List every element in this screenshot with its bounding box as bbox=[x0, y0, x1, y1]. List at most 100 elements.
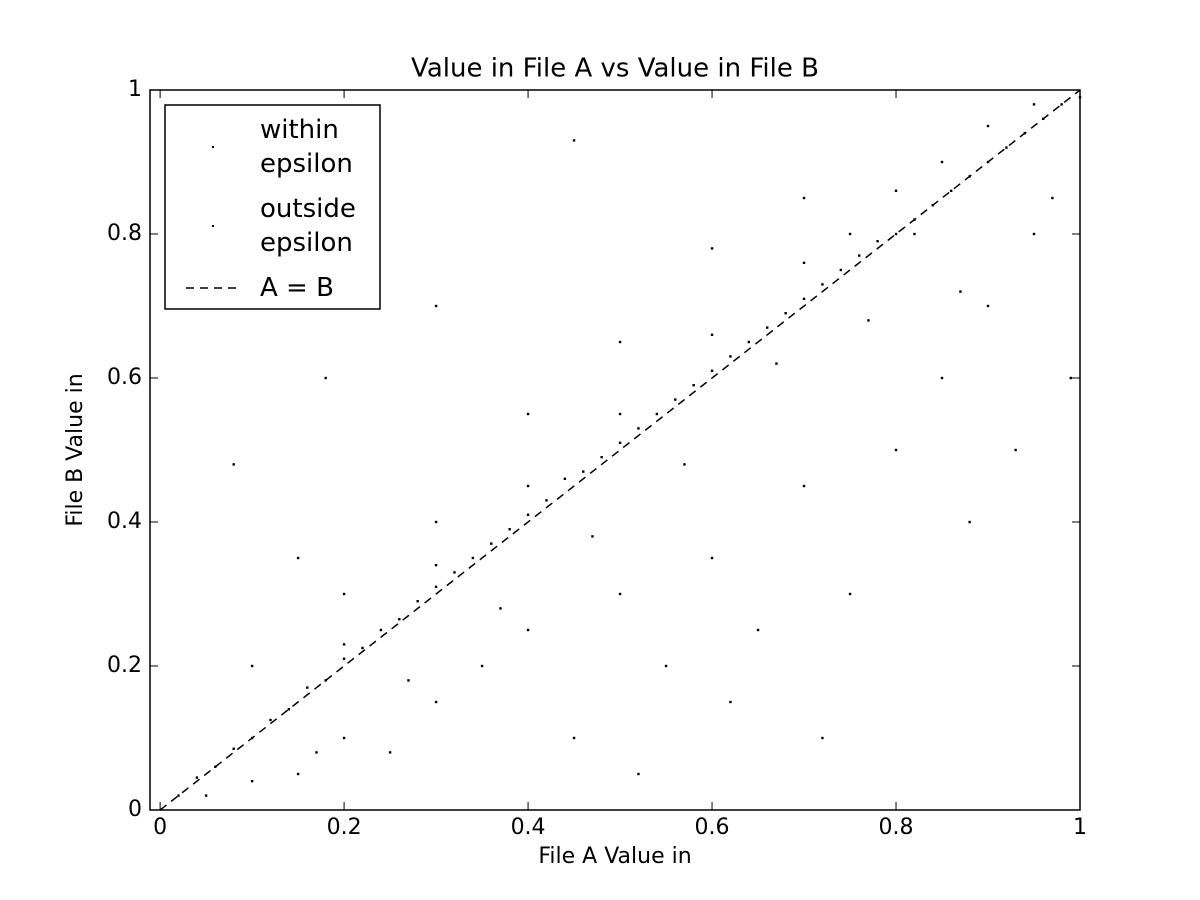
point bbox=[674, 398, 677, 401]
point bbox=[471, 556, 475, 560]
point bbox=[453, 571, 456, 574]
point bbox=[950, 189, 953, 192]
point bbox=[894, 448, 898, 452]
point bbox=[545, 499, 548, 502]
point bbox=[315, 751, 318, 754]
point bbox=[655, 412, 659, 416]
point bbox=[232, 747, 235, 750]
point bbox=[416, 600, 419, 603]
point bbox=[499, 607, 502, 610]
point bbox=[1014, 448, 1017, 452]
point bbox=[821, 736, 824, 740]
point bbox=[1005, 146, 1008, 149]
point bbox=[526, 412, 530, 416]
point bbox=[766, 326, 769, 329]
x-tick-label: 0 bbox=[153, 815, 167, 840]
point bbox=[269, 718, 272, 722]
y-tick-label: 0.2 bbox=[107, 653, 142, 678]
point bbox=[287, 708, 291, 711]
point bbox=[821, 283, 824, 286]
point bbox=[324, 376, 327, 380]
plot-frame bbox=[149, 89, 1081, 811]
y-tick-label: 0 bbox=[128, 797, 142, 822]
point bbox=[913, 232, 916, 236]
point bbox=[867, 319, 870, 322]
point bbox=[342, 643, 346, 646]
point bbox=[729, 700, 732, 704]
point bbox=[894, 232, 898, 236]
y-tick-label: 0.8 bbox=[107, 221, 142, 246]
point bbox=[526, 484, 530, 488]
point bbox=[683, 463, 686, 466]
point bbox=[296, 556, 300, 560]
point bbox=[802, 484, 806, 488]
x-tick-label: 0.8 bbox=[879, 815, 914, 840]
point bbox=[692, 384, 695, 387]
point bbox=[177, 794, 180, 797]
legend-label: within epsilon bbox=[260, 115, 353, 179]
point bbox=[591, 535, 594, 538]
point bbox=[894, 189, 898, 192]
point bbox=[618, 592, 622, 596]
point bbox=[398, 618, 401, 621]
point bbox=[563, 477, 567, 480]
point bbox=[306, 686, 309, 689]
reference-line bbox=[159, 89, 1081, 811]
point bbox=[480, 664, 484, 668]
point bbox=[434, 304, 438, 308]
point bbox=[232, 463, 235, 466]
point bbox=[434, 700, 438, 704]
point bbox=[876, 240, 879, 243]
point bbox=[664, 664, 668, 668]
point bbox=[526, 513, 530, 516]
legend-swatch bbox=[212, 146, 214, 148]
point bbox=[1069, 376, 1073, 380]
point bbox=[526, 628, 530, 632]
point bbox=[342, 592, 346, 596]
point bbox=[1060, 103, 1063, 106]
x-axis-label: File A Value in bbox=[538, 844, 691, 869]
point bbox=[342, 657, 346, 660]
point bbox=[572, 139, 576, 142]
point bbox=[986, 304, 990, 308]
point bbox=[1032, 103, 1036, 106]
x-tick-label: 1 bbox=[1073, 815, 1087, 840]
point bbox=[637, 772, 640, 776]
legend: within epsilon outside epsilon A = B bbox=[164, 104, 381, 310]
point bbox=[710, 556, 714, 560]
y-tick-label: 1 bbox=[128, 77, 142, 102]
point bbox=[986, 124, 990, 128]
chart-title: Value in File A vs Value in File B bbox=[411, 54, 819, 84]
point bbox=[940, 160, 944, 164]
point bbox=[195, 776, 199, 779]
point bbox=[710, 247, 714, 250]
point bbox=[1051, 196, 1054, 200]
point bbox=[388, 751, 392, 754]
point bbox=[618, 441, 622, 444]
x-tick-label: 0.6 bbox=[695, 815, 730, 840]
point bbox=[407, 679, 410, 682]
point bbox=[839, 268, 843, 272]
point bbox=[802, 261, 806, 264]
legend-label: A = B bbox=[260, 273, 334, 303]
point bbox=[379, 628, 383, 632]
point bbox=[710, 333, 714, 336]
point bbox=[959, 290, 962, 293]
point bbox=[250, 780, 254, 783]
point bbox=[434, 564, 438, 567]
point bbox=[434, 520, 438, 524]
point bbox=[747, 340, 751, 344]
x-tick-label: 0.4 bbox=[511, 815, 546, 840]
point bbox=[600, 456, 603, 459]
point bbox=[968, 520, 971, 524]
y-tick-label: 0.6 bbox=[107, 365, 142, 390]
point bbox=[775, 362, 778, 365]
point bbox=[204, 794, 208, 797]
point bbox=[1032, 232, 1036, 236]
point bbox=[342, 736, 346, 740]
point bbox=[802, 196, 806, 200]
point bbox=[756, 628, 760, 632]
x-tick-label: 0.2 bbox=[327, 815, 362, 840]
legend-label: outside epsilon bbox=[260, 194, 356, 258]
